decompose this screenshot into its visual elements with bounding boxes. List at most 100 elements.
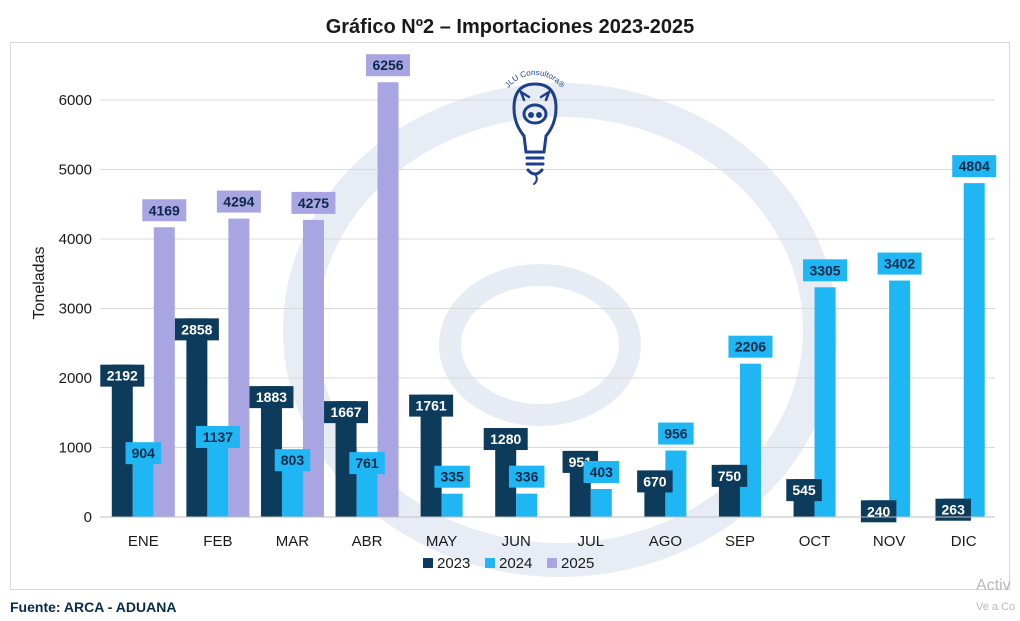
data-label-text: 904 [132,445,156,461]
x-tick-label: MAR [276,533,310,550]
y-tick-label: 3000 [59,301,92,318]
y-tick-label: 1000 [59,440,92,457]
bar-2023 [495,428,517,517]
data-label-text: 956 [664,426,688,442]
data-label-text: 6256 [372,57,403,73]
activation-watermark-subtext: Ve a Co [976,601,1016,613]
data-label-bg [274,449,311,472]
bar-2024 [516,493,538,517]
x-tick-label: JUL [577,533,604,550]
y-tick-label: 0 [84,509,92,526]
data-label-text: 2192 [107,368,138,384]
data-label-2025: 4294 [216,190,261,213]
data-label-bg [249,386,294,409]
data-label-text: 1667 [330,404,361,420]
bar-2025 [228,218,250,517]
bar-2024 [281,461,303,517]
data-label-bg [324,401,369,424]
data-label-2024: 956 [658,422,694,445]
data-label-2023: 670 [637,470,673,493]
legend-swatch [485,558,495,568]
data-label-2025: 6256 [366,54,411,77]
data-label-2023: 750 [711,464,748,487]
data-label-bg [658,422,694,445]
legend-label: 2024 [499,555,532,572]
data-label-bg [366,54,411,77]
data-label-2023: 1883 [249,386,294,409]
data-label-bg [711,464,748,487]
bar-2024 [889,280,911,517]
pig-lightbulb-icon [512,82,558,185]
x-tick-label: JUN [502,533,531,550]
data-label-bg [583,460,620,483]
data-label-text: 2206 [735,339,766,355]
data-label-2024: 1137 [195,425,240,448]
x-tick-label: AGO [649,533,682,550]
data-label-2023: 1280 [483,428,528,451]
data-label-text: 1280 [490,431,521,447]
data-label-bg [483,428,528,451]
activation-watermark: Activ [976,577,1011,594]
data-label-text: 2858 [181,321,212,337]
data-label-2024: 4804 [952,155,997,178]
bar-2024 [590,488,612,517]
bar-2024 [963,183,985,517]
y-tick-label: 6000 [59,92,92,109]
data-label-2024: 3402 [877,252,922,275]
bar-2025 [153,227,175,517]
y-axis-label: Toneladas [31,247,48,320]
data-label-text: 670 [643,473,667,489]
data-label-text: 335 [440,469,464,485]
data-label-bg [216,190,261,213]
data-label-2024: 336 [508,465,545,488]
x-tick-label: ENE [128,533,159,550]
data-label-2024: 904 [125,442,162,465]
data-label-text: 545 [792,482,816,498]
bar-2023 [186,318,208,517]
data-label-text: 403 [590,464,614,480]
data-label-2025: 4169 [142,199,187,222]
data-label-bg [728,335,773,358]
x-tick-label: NOV [873,533,906,550]
data-label-2023: 545 [786,479,822,502]
data-label-bg [142,199,187,222]
data-label-text: 3402 [884,256,915,272]
data-label-text: 803 [281,452,305,468]
data-label-2024: 335 [434,465,470,488]
bar-2024 [207,437,229,517]
data-label-bg [195,425,240,448]
data-label-text: 1761 [416,398,447,414]
bar-2024 [441,493,463,517]
data-label-bg [100,364,145,387]
data-label-2024: 2206 [728,335,773,358]
data-label-bg [409,394,454,417]
data-label-text: 3305 [809,262,840,278]
data-label-text: 750 [718,468,742,484]
data-label-text: 240 [867,503,891,519]
x-tick-label: DIC [951,533,977,550]
svg-text:JLU Consultora®: JLU Consultora® [503,68,567,90]
logo-text: JLU Consultora® [503,68,567,90]
data-label-bg [174,318,219,341]
data-label-bg [349,452,385,475]
bar-2024 [739,363,761,517]
bar-2023 [335,401,357,517]
data-label-text: 263 [942,502,966,518]
bar-2024 [665,450,687,517]
data-label-text: 761 [355,455,379,471]
data-label-bg [786,479,822,502]
x-tick-label: SEP [725,533,755,550]
bar-2025 [377,82,399,517]
data-label-text: 4294 [223,194,254,210]
data-label-bg [935,498,971,521]
data-label-2023: 240 [860,500,897,523]
x-tick-label: MAY [426,533,457,550]
data-label-2024: 761 [349,452,385,475]
data-label-bg [508,465,545,488]
data-label-bg [877,252,922,275]
y-tick-label: 4000 [59,231,92,248]
data-label-2025: 4275 [291,191,336,214]
legend-swatch [547,558,557,568]
data-label-2023: 263 [935,498,971,521]
bar-2024 [814,287,836,517]
